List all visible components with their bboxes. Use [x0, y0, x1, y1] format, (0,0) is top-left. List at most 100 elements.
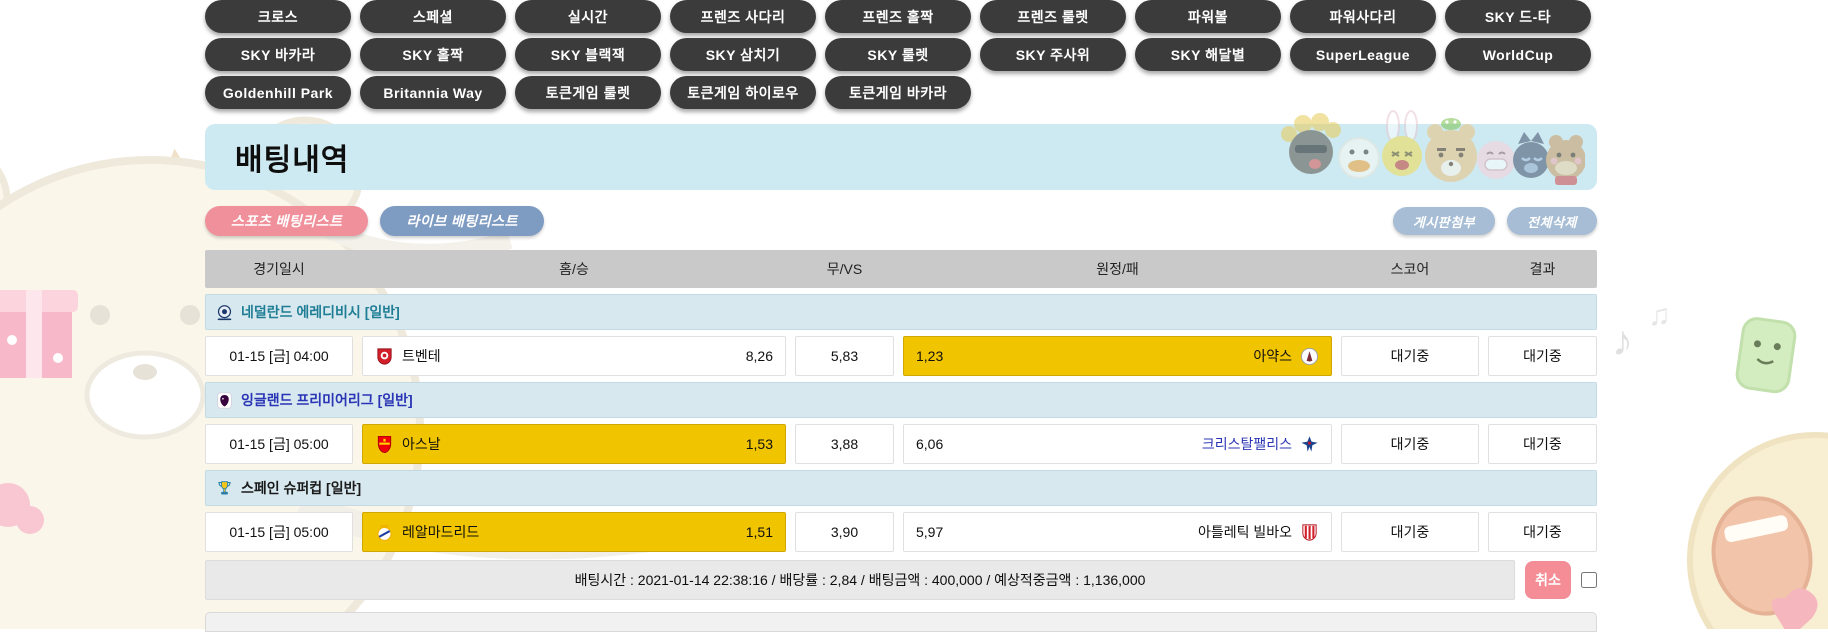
odds-value: 8,26 [745, 348, 773, 364]
league-name: 스페인 슈퍼컵 [일반] [241, 480, 362, 496]
odds-value: 5,97 [916, 524, 944, 540]
match-row: 01-15 [금] 05:00 아스날 1,53 3,88 6,06 크리스탈팰… [205, 424, 1597, 464]
nav-button[interactable]: SKY 드-타 [1445, 0, 1591, 33]
select-checkbox[interactable] [1581, 572, 1597, 588]
result-cell: 대기중 [1488, 424, 1597, 464]
nav-button[interactable]: SKY 주사위 [980, 38, 1126, 71]
eredivisie-logo [216, 304, 233, 321]
result-cell: 대기중 [1488, 512, 1597, 552]
away-cell: 1,23 아약스 [903, 336, 1332, 376]
home-cell: 트벤테 8,26 [362, 336, 786, 376]
odds-value: 3,90 [830, 524, 859, 540]
draw-cell: 3,90 [795, 512, 894, 552]
top-nav-row-3: Goldenhill Park Britannia Way 토큰게임 룰렛 토큰… [205, 76, 1597, 109]
nav-button[interactable]: 토큰게임 룰렛 [515, 76, 661, 109]
nav-button[interactable]: 파워볼 [1135, 0, 1281, 33]
kakao-characters-illustration [1281, 110, 1585, 185]
match-row: 01-15 [금] 05:00 레알마드리드 1,51 3,90 5,97 아틀… [205, 512, 1597, 552]
away-cell: 5,97 아틀레틱 빌바오 [903, 512, 1332, 552]
nav-button[interactable]: 실시간 [515, 0, 661, 33]
real-madrid-logo [375, 523, 394, 542]
home-cell: 아스날 1,53 [362, 424, 786, 464]
bet-slip-row: 배팅시간 : 2021-01-14 22:38:16 / 배당률 : 2,84 … [205, 560, 1597, 600]
odds-value: 5,83 [830, 348, 859, 364]
match-datetime: 01-15 [금] 04:00 [205, 336, 353, 376]
table-header-cell: 경기일시 [253, 261, 305, 277]
nav-button[interactable]: 토큰게임 바카라 [825, 76, 971, 109]
odds-value: 1,51 [745, 524, 773, 540]
top-nav-row-1: 크로스 스페셜 실시간 프렌즈 사다리 프렌즈 홀짝 프렌즈 룰렛 파워볼 파워… [205, 0, 1597, 33]
nav-button[interactable]: 크로스 [205, 0, 351, 33]
team-name: 아스날 [402, 436, 441, 452]
nav-button[interactable]: SKY 블랙잭 [515, 38, 661, 71]
odds-value: 6,06 [916, 436, 944, 452]
svg-text:♫: ♫ [1648, 299, 1671, 332]
league-name: 잉글랜드 프리미어리그 [일반] [241, 392, 413, 408]
nav-button[interactable]: 프렌즈 룰렛 [980, 0, 1126, 33]
odds-value: 3,88 [830, 436, 859, 452]
home-cell: 레알마드리드 1,51 [362, 512, 786, 552]
nav-button[interactable]: SuperLeague [1290, 38, 1436, 71]
league-name: 네덜란드 에레디비시 [일반] [241, 304, 400, 320]
match-datetime: 01-15 [금] 05:00 [205, 512, 353, 552]
crystal-palace-logo [1300, 435, 1319, 454]
draw-cell: 5,83 [795, 336, 894, 376]
top-nav-row-2: SKY 바카라 SKY 홀짝 SKY 블랙잭 SKY 삼치기 SKY 룰렛 SK… [205, 38, 1597, 71]
team-name: 트벤테 [402, 348, 441, 364]
nav-button[interactable]: WorldCup [1445, 38, 1591, 71]
nav-button[interactable]: Goldenhill Park [205, 76, 351, 109]
odds-value: 1,23 [916, 348, 944, 364]
table-header: 경기일시 홈/승 무/VS 원정/패 스코어 결과 [205, 250, 1597, 288]
nav-button[interactable]: 프렌즈 홀짝 [825, 0, 971, 33]
odds-value: 1,53 [745, 436, 773, 452]
team-name: 아틀레틱 빌바오 [1197, 524, 1292, 540]
list-toolbar: 스포츠 배팅리스트 라이브 배팅리스트 게시판첨부 전체삭제 [205, 206, 1597, 236]
tab-live-betting-list[interactable]: 라이브 배팅리스트 [380, 206, 544, 236]
score-cell: 대기중 [1341, 336, 1479, 376]
main-content: 크로스 스페셜 실시간 프렌즈 사다리 프렌즈 홀짝 프렌즈 룰렛 파워볼 파워… [205, 0, 1597, 632]
nav-button[interactable]: Britannia Way [360, 76, 506, 109]
nav-button[interactable]: SKY 룰렛 [825, 38, 971, 71]
match-row: 01-15 [금] 04:00 트벤테 8,26 5,83 1,23 아약스 대… [205, 336, 1597, 376]
delete-all-button[interactable]: 전체삭제 [1507, 207, 1597, 235]
nav-button[interactable]: SKY 홀짝 [360, 38, 506, 71]
nav-button[interactable]: SKY 삼치기 [670, 38, 816, 71]
league-row: 잉글랜드 프리미어리그 [일반] [205, 382, 1597, 418]
ajax-logo [1300, 347, 1319, 366]
team-name: 크리스탈팰리스 [1201, 436, 1292, 452]
nav-button[interactable]: SKY 바카라 [205, 38, 351, 71]
team-name: 아약스 [1253, 348, 1292, 364]
league-row: 스페인 슈퍼컵 [일반] [205, 470, 1597, 506]
nav-button[interactable]: SKY 해달별 [1135, 38, 1281, 71]
cancel-button[interactable]: 취소 [1525, 561, 1571, 599]
table-header-cell: 무/VS [826, 261, 863, 277]
result-cell: 대기중 [1488, 336, 1597, 376]
match-datetime: 01-15 [금] 05:00 [205, 424, 353, 464]
score-cell: 대기중 [1341, 424, 1479, 464]
athletic-bilbao-logo [1300, 523, 1319, 542]
tab-sports-betting-list[interactable]: 스포츠 배팅리스트 [205, 206, 369, 236]
nav-button[interactable]: 토큰게임 하이로우 [670, 76, 816, 109]
away-cell: 6,06 크리스탈팰리스 [903, 424, 1332, 464]
betting-history-banner: 배팅내역 [205, 110, 1597, 190]
premier-league-logo [216, 391, 233, 409]
bet-summary: 배팅시간 : 2021-01-14 22:38:16 / 배당률 : 2,84 … [205, 560, 1515, 600]
table-header-cell: 스코어 [1390, 261, 1430, 277]
league-row: 네덜란드 에레디비시 [일반] [205, 294, 1597, 330]
nav-button[interactable]: 스페셜 [360, 0, 506, 33]
twente-logo [375, 347, 394, 366]
page-title: 배팅내역 [235, 144, 350, 177]
table-header-cell: 원정/패 [1096, 261, 1139, 277]
nav-button[interactable]: 파워사다리 [1290, 0, 1436, 33]
draw-cell: 3,88 [795, 424, 894, 464]
board-attach-button[interactable]: 게시판첨부 [1392, 207, 1496, 235]
supercopa-logo [216, 480, 233, 497]
nav-button[interactable]: 프렌즈 사다리 [670, 0, 816, 33]
table-header-cell: 결과 [1529, 261, 1556, 277]
team-name: 레알마드리드 [402, 524, 480, 540]
arsenal-logo [375, 435, 394, 454]
next-section-strip [205, 612, 1597, 632]
svg-text:♪: ♪ [1612, 317, 1633, 364]
table-header-cell: 홈/승 [559, 261, 589, 277]
score-cell: 대기중 [1341, 512, 1479, 552]
